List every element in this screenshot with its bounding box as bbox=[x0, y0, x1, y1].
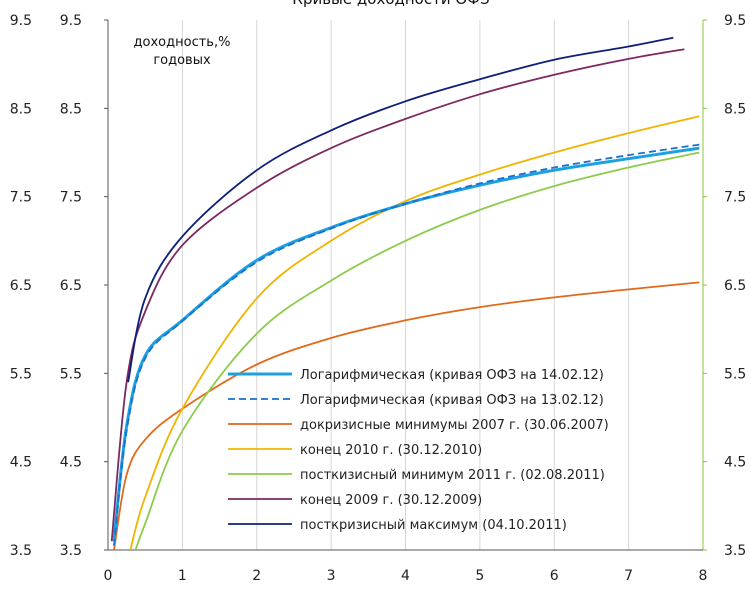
legend-label-0: Логарифмическая (кривая ОФЗ на 14.02.12) bbox=[300, 368, 604, 383]
x-tick-label: 0 bbox=[104, 568, 113, 584]
y-tick-label-left-outer: 3.5 bbox=[10, 543, 32, 559]
legend: Логарифмическая (кривая ОФЗ на 14.02.12)… bbox=[228, 368, 609, 533]
y-tick-label-right: 9.5 bbox=[724, 13, 746, 29]
chart-title: Кривые доходности ОФЗ bbox=[292, 0, 489, 8]
series-line-5 bbox=[110, 48, 685, 542]
series-lines bbox=[110, 36, 700, 551]
y-tick-label-right: 7.5 bbox=[724, 190, 746, 206]
series-line-1 bbox=[113, 143, 700, 546]
tick-labels: 0 1 2 3 4 5 6 7 8 3.5 3.5 4.5 4.5 5.5 5.5 6.5 6.5 7.5 7.5 8… bbox=[10, 13, 747, 584]
y-tick-label-left: 5.5 bbox=[60, 366, 82, 382]
x-tick-label: 5 bbox=[475, 568, 484, 584]
legend-label-4: посткизисный минимум 2011 г. (02.08.2011… bbox=[300, 468, 605, 483]
series-line-6 bbox=[127, 36, 674, 383]
y-tick-label-left: 3.5 bbox=[60, 543, 82, 559]
y-tick-label-left: 4.5 bbox=[60, 455, 82, 471]
gridlines bbox=[181, 20, 704, 550]
series-line-4 bbox=[134, 151, 700, 551]
y-tick-label-right: 4.5 bbox=[724, 455, 746, 471]
y-tick-label-left-outer: 8.5 bbox=[10, 101, 32, 117]
x-tick-label: 2 bbox=[252, 568, 261, 584]
y-tick-label-right: 3.5 bbox=[724, 543, 746, 559]
x-tick-label: 1 bbox=[178, 568, 187, 584]
y-tick-label-left-outer: 5.5 bbox=[10, 366, 32, 382]
y-tick-label-left: 9.5 bbox=[60, 13, 82, 29]
y-tick-label-right: 6.5 bbox=[724, 278, 746, 294]
series-line-2 bbox=[113, 281, 700, 551]
y-tick-label-left: 7.5 bbox=[60, 190, 82, 206]
x-tick-label: 8 bbox=[699, 568, 708, 584]
series-line-0 bbox=[112, 146, 700, 542]
y-tick-label-left-outer: 9.5 bbox=[10, 13, 32, 29]
x-tick-label: 6 bbox=[550, 568, 559, 584]
y-unit-label-line1: доходность,% bbox=[134, 35, 231, 50]
y-unit-label-line2: годовых bbox=[153, 53, 211, 68]
legend-label-5: конец 2009 г. (30.12.2009) bbox=[300, 493, 482, 508]
x-tick-label: 7 bbox=[624, 568, 633, 584]
y-tick-label-left: 8.5 bbox=[60, 101, 82, 117]
legend-label-3: конец 2010 г. (30.12.2010) bbox=[300, 443, 482, 458]
y-tick-label-right: 8.5 bbox=[724, 101, 746, 117]
y-tick-label-left-outer: 7.5 bbox=[10, 190, 32, 206]
y-tick-label-right: 5.5 bbox=[724, 366, 746, 382]
legend-label-6: посткризисный максимум (04.10.2011) bbox=[300, 518, 567, 533]
y-tick-label-left-outer: 4.5 bbox=[10, 455, 32, 471]
legend-label-1: Логарифмическая (кривая ОФЗ на 13.02.12) bbox=[300, 393, 604, 408]
x-tick-label: 3 bbox=[327, 568, 336, 584]
series-line-3 bbox=[129, 115, 700, 551]
y-tick-label-left: 6.5 bbox=[60, 278, 82, 294]
y-tick-label-left-outer: 6.5 bbox=[10, 278, 32, 294]
x-tick-label: 4 bbox=[401, 568, 410, 584]
legend-label-2: докризисные минимумы 2007 г. (30.06.2007… bbox=[300, 418, 609, 433]
